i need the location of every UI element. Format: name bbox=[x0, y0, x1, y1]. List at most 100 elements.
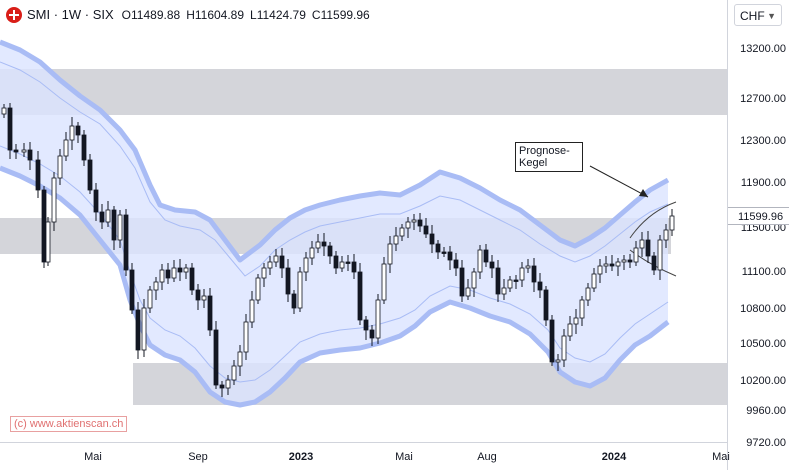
price-tick: 12700.00 bbox=[740, 93, 786, 105]
forecast-cone-upper bbox=[629, 201, 677, 239]
candle-body bbox=[45, 221, 51, 263]
candle-body bbox=[489, 261, 495, 269]
band-upper-line bbox=[0, 39, 670, 263]
price-tick: 11500.00 bbox=[740, 222, 786, 234]
candle-body bbox=[411, 219, 417, 223]
price-tick: 10800.00 bbox=[740, 303, 786, 315]
price-tick: 10200.00 bbox=[740, 375, 786, 387]
candle-body bbox=[417, 219, 423, 227]
candle-body bbox=[549, 319, 555, 363]
candle-body bbox=[381, 263, 387, 301]
candle-body bbox=[369, 329, 375, 339]
candle-body bbox=[531, 265, 537, 283]
annotation-line-2: Kegel bbox=[519, 157, 548, 169]
candle-body bbox=[405, 221, 411, 229]
candle-body bbox=[573, 317, 579, 325]
candle-body bbox=[267, 261, 273, 269]
annotation-arrow-head bbox=[639, 189, 648, 197]
candle-body bbox=[591, 273, 597, 289]
candle-body bbox=[117, 214, 123, 241]
time-tick: 2024 bbox=[601, 451, 627, 463]
candle-body bbox=[453, 259, 459, 269]
time-tick: Mai bbox=[395, 451, 413, 463]
candle-body bbox=[471, 271, 477, 289]
currency-label: CHF bbox=[740, 9, 765, 23]
candle-body bbox=[633, 247, 639, 263]
candle-body bbox=[81, 134, 87, 161]
time-tick: Sep bbox=[188, 451, 208, 463]
price-axis[interactable]: CHF ▼ 13200.00 12700.00 12300.00 11900.0… bbox=[727, 0, 789, 470]
candle-body bbox=[171, 267, 177, 279]
candle-body bbox=[27, 149, 33, 161]
candle-body bbox=[201, 295, 207, 301]
candle-body bbox=[477, 249, 483, 273]
symbol-label[interactable]: SMI · 1W · SIX bbox=[27, 7, 114, 22]
candle-body bbox=[651, 255, 657, 271]
candle-body bbox=[639, 239, 645, 249]
price-tick: 9720.00 bbox=[746, 437, 786, 449]
candle-body bbox=[41, 189, 47, 263]
currency-selector[interactable]: CHF ▼ bbox=[734, 4, 782, 26]
forecast-cone-annotation[interactable]: Prognose- Kegel bbox=[515, 142, 583, 172]
chart-area[interactable]: SMI · 1W · SIX O11489.88 H11604.89 L1142… bbox=[0, 0, 727, 442]
candle-body bbox=[213, 329, 219, 386]
candle-body bbox=[525, 265, 531, 269]
candlestick-series bbox=[1, 103, 675, 397]
candle-body bbox=[465, 287, 471, 297]
candle-body bbox=[603, 263, 609, 267]
band-inner-upper-line bbox=[0, 61, 669, 277]
candle-body bbox=[285, 267, 291, 295]
candle-body bbox=[207, 295, 213, 331]
candle-body bbox=[669, 215, 675, 231]
candle-body bbox=[69, 125, 75, 141]
candle-body bbox=[363, 319, 369, 331]
candle-body bbox=[297, 271, 303, 309]
candle-body bbox=[435, 243, 441, 253]
candle-body bbox=[555, 359, 561, 363]
time-tick: 2023 bbox=[288, 451, 314, 463]
candle-body bbox=[7, 107, 13, 151]
candle-body bbox=[333, 255, 339, 269]
candle-body bbox=[429, 233, 435, 245]
candle-body bbox=[105, 209, 111, 223]
candle-body bbox=[135, 309, 141, 351]
band-lower-line bbox=[0, 165, 670, 408]
candle-body bbox=[627, 259, 633, 263]
candle-body bbox=[231, 365, 237, 381]
candle-body bbox=[447, 251, 453, 261]
watermark-label: (c) www.aktienscan.ch bbox=[10, 416, 128, 432]
symbol-legend: SMI · 1W · SIX O11489.88 H11604.89 L1142… bbox=[6, 6, 376, 24]
candle-body bbox=[93, 189, 99, 213]
candle-body bbox=[225, 379, 231, 389]
current-price-tag: 11599.96 bbox=[728, 207, 789, 225]
chart-canvas[interactable] bbox=[0, 0, 727, 442]
candle-body bbox=[51, 177, 57, 223]
candle-body bbox=[375, 299, 381, 339]
price-tick: 11900.00 bbox=[740, 177, 786, 189]
candle-body bbox=[279, 255, 285, 269]
candle-body bbox=[195, 289, 201, 301]
time-tick: Mai bbox=[712, 451, 730, 463]
candle-body bbox=[423, 225, 429, 235]
time-tick: Aug bbox=[477, 451, 497, 463]
candle-body bbox=[99, 211, 105, 223]
candle-body bbox=[315, 241, 321, 249]
candle-body bbox=[219, 384, 225, 389]
candle-body bbox=[501, 287, 507, 295]
ohlc-high: H11604.89 bbox=[186, 8, 245, 22]
candle-body bbox=[339, 261, 345, 269]
candle-body bbox=[129, 269, 135, 311]
candle-body bbox=[567, 323, 573, 337]
candle-body bbox=[537, 281, 543, 291]
time-axis[interactable]: Mai Sep 2023 Mai Aug 2024 Mai bbox=[0, 442, 730, 471]
candle-body bbox=[513, 279, 519, 282]
price-tick: 11100.00 bbox=[741, 266, 786, 278]
candle-body bbox=[321, 241, 327, 247]
price-tick: 9960.00 bbox=[746, 405, 786, 417]
candle-body bbox=[393, 235, 399, 245]
candle-body bbox=[561, 335, 567, 361]
ohlc-low: L11424.79 bbox=[250, 8, 306, 22]
candle-body bbox=[35, 159, 41, 191]
candle-body bbox=[147, 289, 153, 309]
candle-body bbox=[519, 267, 525, 281]
